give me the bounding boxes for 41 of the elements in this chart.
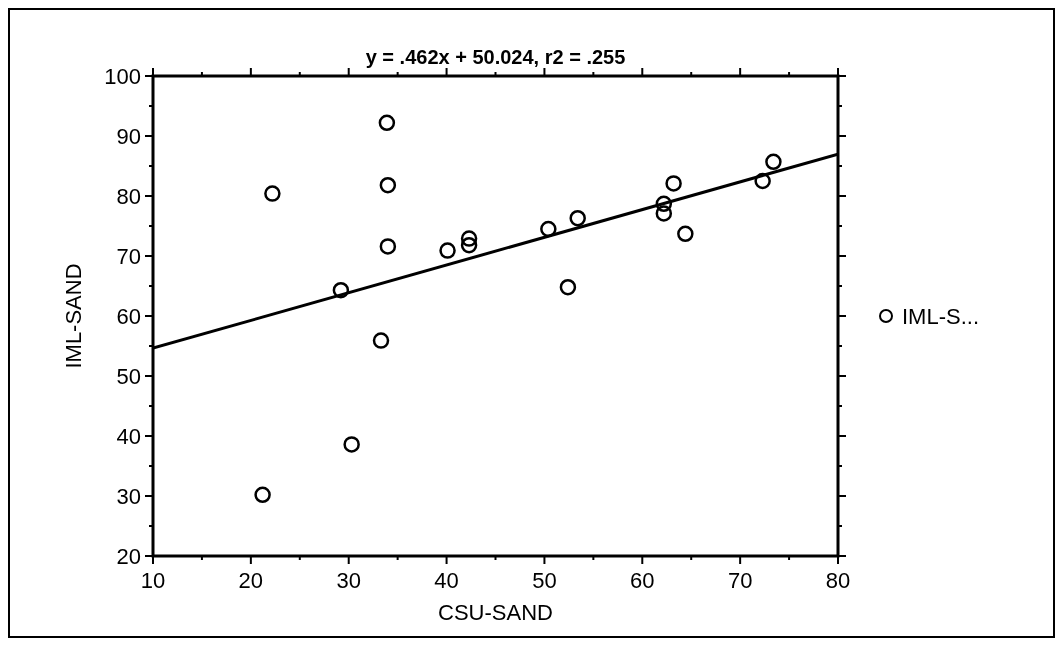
x-tick-label: 50 [532, 568, 557, 593]
x-tick-label: 10 [140, 568, 166, 593]
point [677, 225, 694, 243]
y-tick-label: 60 [116, 303, 141, 329]
point [372, 332, 390, 349]
point [765, 153, 782, 171]
point [569, 209, 586, 227]
y-tick-label: 100 [104, 63, 141, 89]
point [754, 172, 771, 190]
point [655, 205, 673, 222]
y-tick-label: 80 [116, 183, 141, 209]
chart-title: y = .462x + 50.024, r2 = .255 [365, 46, 626, 68]
y-tick-label: 40 [116, 423, 141, 449]
x-tick-label: 40 [434, 568, 459, 593]
y-tick-label: 70 [116, 243, 141, 269]
x-tick-label: 80 [825, 568, 851, 593]
point [460, 230, 478, 247]
x-tick-label: 60 [630, 568, 655, 593]
x-tick-label: 20 [238, 568, 264, 593]
point [332, 281, 350, 299]
y-tick-label: 20 [116, 543, 141, 569]
x-tick-label: 70 [727, 568, 753, 593]
point [379, 238, 397, 255]
y-tick-label: 30 [116, 483, 141, 509]
point [378, 114, 396, 132]
y-tick-label: 50 [116, 363, 141, 389]
point [343, 436, 360, 453]
x-tick-label: 30 [336, 568, 361, 593]
point [460, 236, 478, 254]
y-axis-title: IML-SAND [61, 263, 86, 369]
point [379, 176, 397, 194]
point [264, 185, 281, 202]
y-tick-label: 90 [116, 123, 141, 149]
point [559, 278, 577, 296]
point [540, 220, 557, 238]
point [665, 175, 682, 192]
point [655, 195, 673, 213]
x-axis-title: CSU-SAND [438, 600, 553, 625]
point [439, 242, 456, 259]
point [254, 486, 271, 504]
legend-label: IML-S... [902, 303, 980, 329]
